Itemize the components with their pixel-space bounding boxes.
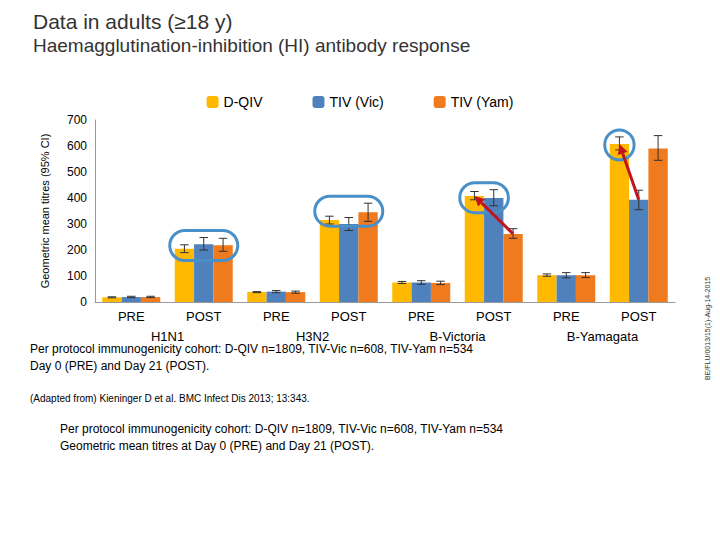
svg-text:POST: POST [186, 309, 221, 324]
svg-text:B-Victoria: B-Victoria [429, 329, 486, 344]
svg-text:D-QIV: D-QIV [224, 94, 264, 110]
svg-text:600: 600 [67, 139, 87, 153]
svg-text:Per protocol immunogenicity co: Per protocol immunogenicity cohort: D-QI… [30, 342, 473, 356]
svg-text:400: 400 [67, 191, 87, 205]
svg-text:Haemagglutination-inhibition (: Haemagglutination-inhibition (HI) antibo… [33, 35, 470, 56]
svg-text:200: 200 [67, 243, 87, 257]
svg-text:Per protocol immunogenicity co: Per protocol immunogenicity cohort: D-QI… [60, 422, 503, 436]
svg-text:PRE: PRE [263, 309, 290, 324]
svg-text:500: 500 [67, 165, 87, 179]
svg-text:100: 100 [67, 269, 87, 283]
svg-text:POST: POST [331, 309, 366, 324]
svg-text:Geometric mean titres at Day 0: Geometric mean titres at Day 0 (PRE) and… [60, 439, 374, 453]
svg-text:Day 0 (PRE) and Day 21 (POST).: Day 0 (PRE) and Day 21 (POST). [30, 359, 209, 373]
svg-text:B-Yamagata: B-Yamagata [567, 329, 639, 344]
svg-text:Geometric mean titres (95% CI): Geometric mean titres (95% CI) [39, 134, 51, 289]
svg-text:POST: POST [621, 309, 656, 324]
svg-text:PRE: PRE [408, 309, 435, 324]
svg-text:TIV (Yam): TIV (Yam) [451, 94, 514, 110]
svg-text:BE/FLU/0013/15(1)-Aug-14-2015: BE/FLU/0013/15(1)-Aug-14-2015 [704, 277, 712, 380]
svg-text:H3N2: H3N2 [295, 329, 330, 344]
svg-text:PRE: PRE [553, 309, 580, 324]
svg-text:H1N1: H1N1 [150, 329, 185, 344]
svg-text:300: 300 [67, 217, 87, 231]
svg-text:POST: POST [476, 309, 511, 324]
svg-text:PRE: PRE [118, 309, 145, 324]
svg-text:TIV (Vic): TIV (Vic) [329, 94, 383, 110]
svg-text:Data in adults (≥18 y): Data in adults (≥18 y) [33, 10, 232, 33]
svg-text:(Adapted from) Kieninger D et: (Adapted from) Kieninger D et al. BMC In… [30, 393, 310, 404]
svg-text:0: 0 [80, 295, 87, 309]
svg-text:700: 700 [67, 113, 87, 127]
